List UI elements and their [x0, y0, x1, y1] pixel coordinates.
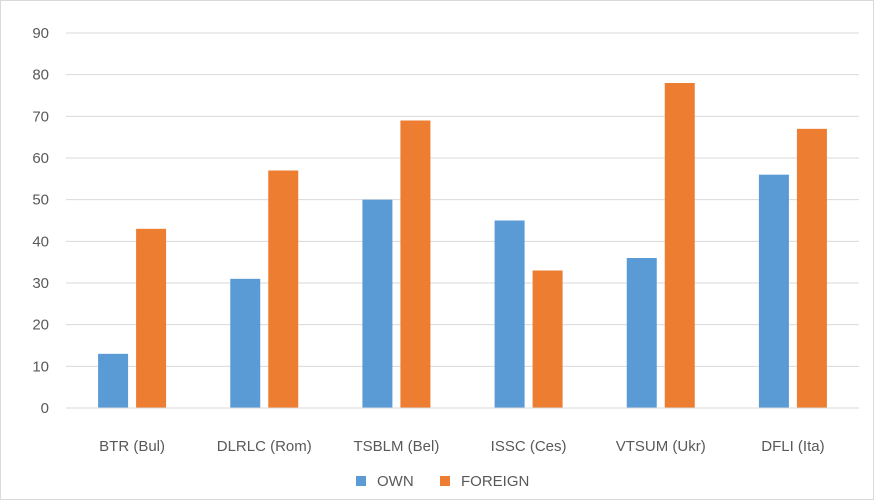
bar-own-1: [230, 278, 261, 408]
bar-foreign-0: [136, 228, 167, 408]
x-tick-label: VTSUM (Ukr): [616, 438, 706, 455]
bar-own-0: [98, 353, 129, 408]
x-tick-label: ISSC (Ces): [491, 438, 567, 455]
legend-label-foreign: FOREIGN: [461, 473, 529, 490]
y-tick-label: 90: [32, 25, 49, 42]
bar-own-4: [626, 258, 657, 408]
bar-foreign-2: [400, 120, 431, 408]
y-tick-label: 0: [41, 400, 49, 417]
y-tick-label: 80: [32, 67, 49, 84]
gridlines: [66, 32, 859, 367]
x-tick-label: TSBLM (Bel): [353, 438, 439, 455]
bar-own-3: [494, 220, 525, 408]
bar-own-5: [758, 174, 789, 408]
bar-own-2: [362, 199, 393, 408]
legend-label-own: OWN: [377, 473, 414, 490]
y-tick-label: 50: [32, 192, 49, 209]
bar-foreign-4: [664, 83, 695, 408]
x-tick-label: BTR (Bul): [99, 438, 165, 455]
y-tick-label: 10: [32, 358, 49, 375]
y-tick-label: 40: [32, 233, 49, 250]
x-axis-ticks: BTR (Bul) DLRLC (Rom) TSBLM (Bel) ISSC (Ces…: [99, 438, 824, 455]
bar-foreign-3: [532, 270, 563, 408]
bar-foreign-5: [796, 128, 827, 408]
legend-swatch-foreign: [440, 476, 450, 486]
y-tick-label: 30: [32, 275, 49, 292]
y-tick-label: 20: [32, 317, 49, 334]
y-axis-ticks: 0 10 20 30 40 50 60 70 80 90: [32, 25, 49, 417]
bar-foreign-1: [268, 170, 299, 408]
legend-swatch-own: [356, 476, 366, 486]
x-tick-label: DFLI (Ita): [761, 438, 824, 455]
legend: OWN FOREIGN: [356, 473, 529, 490]
y-tick-label: 70: [32, 108, 49, 125]
bars: [98, 83, 827, 408]
x-tick-label: DLRLC (Rom): [217, 438, 312, 455]
y-tick-label: 60: [32, 150, 49, 167]
